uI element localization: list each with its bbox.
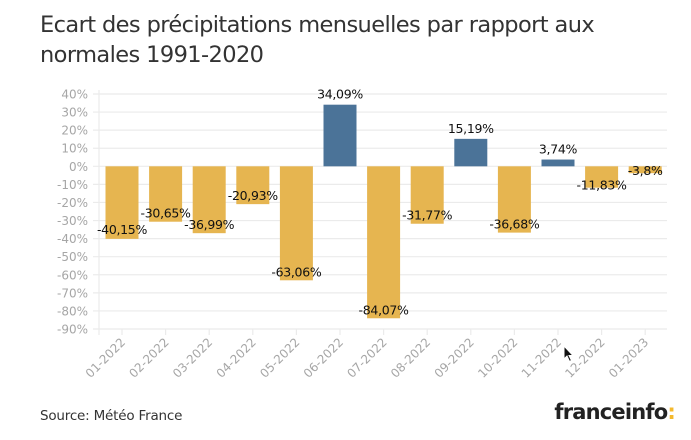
- y-tick-label: -40%: [57, 232, 88, 246]
- x-tick-label: 03-2022: [170, 335, 215, 380]
- chart-title: Ecart des précipitations mensuelles par …: [40, 12, 595, 68]
- bar-03-2022: [192, 166, 226, 234]
- x-tick-label: 05-2022: [257, 335, 302, 380]
- bar-09-2022: [454, 138, 488, 167]
- y-tick-label: -70%: [57, 286, 88, 300]
- bar-11-2022: [541, 159, 575, 167]
- source-note: Source: Météo France: [40, 408, 183, 424]
- y-tick-label: 40%: [61, 88, 88, 102]
- y-tick-label: -20%: [57, 196, 88, 210]
- x-tick-label: 06-2022: [301, 335, 346, 380]
- y-tick-label: 30%: [61, 106, 88, 120]
- y-tick-label: -10%: [57, 178, 88, 192]
- data-label: -3,8%: [628, 163, 663, 178]
- data-labels: -40,15%-30,65%-36,99% -20,93% -63,06% 34,09…: [97, 87, 663, 318]
- bar-01-2023: [628, 166, 662, 174]
- x-tick-label: 10-2022: [475, 335, 520, 380]
- y-tick-label: 20%: [61, 124, 88, 138]
- bar-07-2022: [367, 166, 401, 319]
- y-tick-label: -80%: [57, 304, 88, 318]
- bar-01-2022: [105, 166, 139, 239]
- x-tick-label: 04-2022: [214, 335, 259, 380]
- data-label: -11,83%: [577, 178, 627, 193]
- x-tick-label: 08-2022: [388, 335, 433, 380]
- y-axis: 40% 30% 20% 10% 0% -10% -20% -30% -40% -50% -60% -7…: [57, 88, 100, 337]
- data-label: 34,09%: [317, 87, 363, 102]
- y-tick-label: -50%: [57, 250, 88, 264]
- franceinfo-logo: franceinfo:: [554, 400, 675, 424]
- x-tick-label: 11-2022: [519, 335, 564, 380]
- bar-08-2022: [410, 166, 444, 224]
- logo-text: franceinfo: [554, 400, 668, 424]
- x-tick-label: 07-2022: [344, 335, 389, 380]
- data-label: -40,15%: [97, 222, 147, 237]
- data-label: -20,93%: [228, 188, 278, 203]
- data-label: -84,07%: [359, 302, 409, 317]
- x-tick-label: 01-2022: [83, 335, 128, 380]
- y-tick-label: -30%: [57, 214, 88, 228]
- bar-05-2022: [279, 166, 313, 281]
- data-label: -30,65%: [141, 206, 191, 221]
- y-tick-label: -90%: [57, 323, 88, 337]
- y-tick-label: 0%: [69, 160, 88, 174]
- data-label: -36,68%: [489, 217, 539, 232]
- x-tick-label: 02-2022: [126, 335, 171, 380]
- bar-12-2022: [585, 166, 619, 188]
- bars: [105, 104, 662, 319]
- logo-colon: :: [667, 400, 675, 424]
- data-label: -63,06%: [271, 264, 321, 279]
- bar-04-2022: [236, 166, 270, 205]
- data-label: -31,77%: [402, 208, 452, 223]
- data-label: -36,99%: [184, 217, 234, 232]
- x-tick-label: 01-2023: [606, 335, 651, 380]
- x-tick-label: 09-2022: [432, 335, 477, 380]
- data-label: 15,19%: [448, 121, 494, 136]
- bar-10-2022: [497, 166, 531, 233]
- y-tick-label: 10%: [61, 142, 88, 156]
- y-tick-label: -60%: [57, 268, 88, 282]
- bar-06-2022: [323, 104, 357, 167]
- bar-02-2022: [149, 166, 183, 222]
- mouse-cursor-icon: [563, 345, 575, 363]
- data-label: 3,74%: [539, 142, 578, 157]
